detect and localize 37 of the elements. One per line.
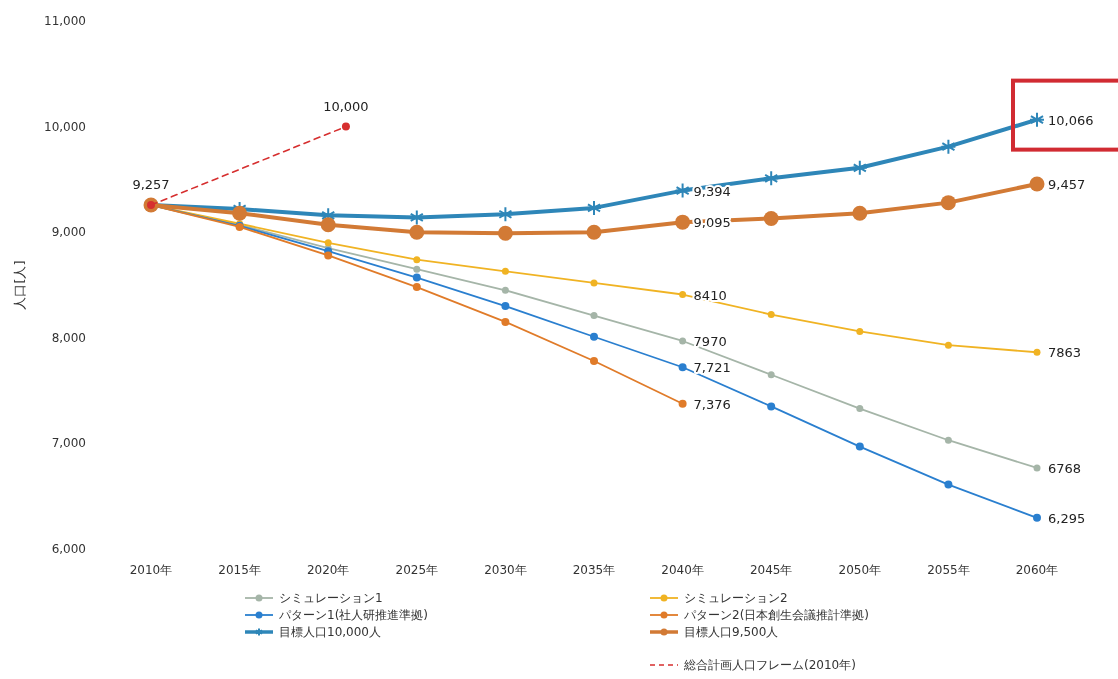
legend-label: 目標人口10,000人	[279, 625, 381, 639]
data-label: 6768	[1048, 460, 1082, 476]
legend-label: パターン1(社人研推進準拠)	[278, 608, 428, 622]
legend-label: パターン2(日本創生会議推計準拠)	[683, 608, 869, 622]
x-tick-label: 2030年	[484, 563, 527, 577]
data-label: 9,394	[693, 183, 731, 199]
x-tick-label: 2040年	[661, 563, 704, 577]
data-label: 9,457	[1048, 176, 1086, 192]
data-label: 7,376	[693, 396, 731, 412]
y-axis-title: 人口[人]	[12, 260, 27, 310]
legend-label: 総合計画人口フレーム(2010年)	[683, 658, 856, 672]
data-label: 9,257	[132, 177, 170, 193]
data-label: 7970	[693, 333, 727, 349]
x-tick-label: 2015年	[218, 563, 261, 577]
data-label: 6,295	[1048, 510, 1086, 526]
y-tick-label: 9,000	[51, 225, 86, 240]
y-tick-label: 10,000	[44, 119, 86, 134]
y-tick-label: 8,000	[51, 330, 86, 345]
x-tick-label: 2050年	[838, 563, 882, 577]
data-label: 7863	[1048, 345, 1082, 361]
data-label: 10,066	[1048, 112, 1094, 128]
legend-label: シミュレーション1	[279, 591, 383, 605]
data-label: 8410	[693, 287, 727, 303]
x-tick-label: 2025年	[395, 563, 439, 577]
legend-label: 目標人口9,500人	[684, 625, 779, 639]
data-label: 7,721	[693, 360, 731, 376]
x-tick-label: 2035年	[572, 563, 616, 577]
x-tick-label: 2045年	[749, 563, 793, 577]
y-tick-label: 11,000	[44, 14, 86, 28]
x-tick-label: 2010年	[129, 563, 173, 577]
y-tick-label: 7,000	[51, 436, 86, 451]
x-tick-label: 2055年	[927, 563, 970, 577]
legend-label: シミュレーション2	[684, 591, 788, 605]
y-tick-label: 6,000	[51, 542, 86, 556]
x-tick-label: 2060年	[1015, 563, 1059, 577]
x-tick-label: 2020年	[306, 563, 350, 577]
data-label: 10,000	[323, 98, 369, 114]
